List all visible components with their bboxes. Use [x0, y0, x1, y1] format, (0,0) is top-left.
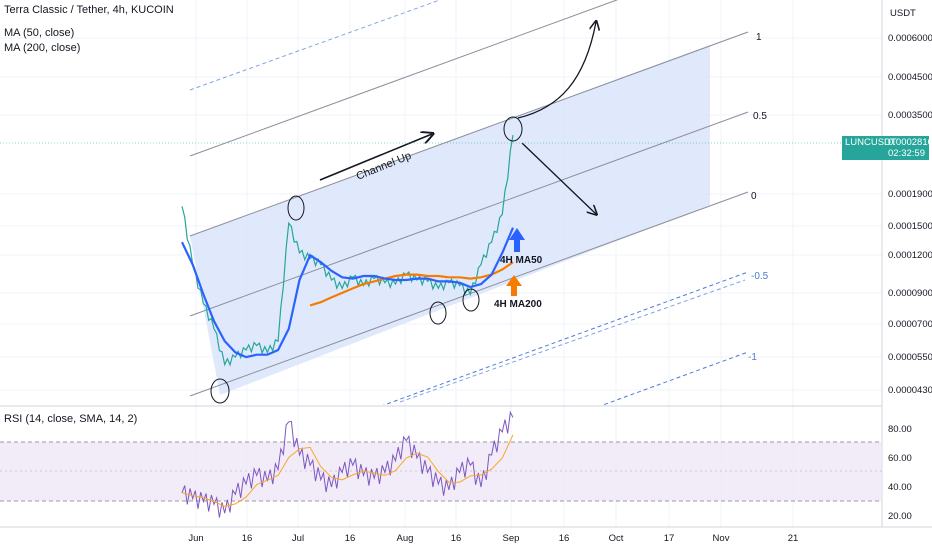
pivot-circle-low-aug [429, 301, 447, 325]
fib-channel-lines [189, 0, 749, 405]
fib-level-line [189, 191, 749, 397]
time-tick-label: Aug [397, 533, 414, 544]
channel-up-arrow [319, 134, 432, 181]
rsi-tick-label: 20.00 [888, 511, 912, 522]
time-tick-label: Jul [292, 533, 304, 544]
rsi-tick-label: 60.00 [888, 453, 912, 464]
fib-label-neg0.5: -0.5 [751, 271, 769, 282]
pivot-circle-low-jun [210, 378, 230, 404]
price-tag-price: 0.00028105 [888, 137, 932, 148]
time-tick-label: 16 [242, 533, 253, 544]
price-tag-countdown: 02:32:59 [888, 148, 925, 159]
time-tick-label: 21 [788, 533, 799, 544]
rsi-band-fill [0, 442, 882, 501]
ma200-line [309, 261, 514, 307]
time-tick-label: Nov [713, 533, 730, 544]
pivot-circles [210, 116, 523, 404]
fib-level-line [189, 31, 749, 237]
pivot-circle-top-sep [503, 116, 523, 142]
time-tick-label: Sep [503, 533, 520, 544]
price-tag-symbol: LUNCUSDT [845, 137, 897, 148]
fib-label-1: 1 [756, 32, 762, 43]
time-tick-label: Jun [188, 533, 203, 544]
time-tick-label: 16 [559, 533, 570, 544]
ma50-line [181, 227, 515, 359]
time-tick-label: 17 [664, 533, 675, 544]
pivot-circle-top-jul [287, 195, 305, 221]
price-axis-currency: USDT [890, 8, 916, 19]
legend-ma200: MA (200, close) [4, 42, 81, 54]
ma200-up-arrow [506, 275, 522, 296]
fib-level-line [382, 271, 749, 405]
fib-label-neg1: -1 [748, 352, 757, 363]
pivot-circle-low-aug2 [462, 288, 480, 312]
bearish-arrow [521, 142, 596, 214]
legend-ma50: MA (50, close) [4, 27, 75, 39]
time-tick-label: 16 [345, 533, 356, 544]
fib-level-line [189, 111, 749, 317]
fib-line-mid-upper [189, 0, 442, 91]
bullish-curve-arrow [517, 22, 596, 119]
fib-label-0.5: 0.5 [753, 111, 767, 122]
legend-rsi: RSI (14, close, SMA, 14, 2) [4, 413, 138, 425]
price-tick-label: 0.00004300 [888, 385, 932, 396]
fib-level-line [189, 0, 619, 157]
rsi-tick-label: 80.00 [888, 424, 912, 435]
legend-symbol: Terra Classic / Tether, 4h, KUCOIN [4, 4, 174, 16]
rsi-axis-ticks: 80.00 60.00 40.00 20.00 [888, 424, 912, 522]
fib-line-mid-lower [399, 279, 746, 403]
current-price-tag: LUNCUSDT 0.00028105 02:32:59 [842, 136, 932, 160]
time-tick-label: 16 [451, 533, 462, 544]
rsi-ma-line [181, 434, 514, 507]
ma50-up-arrow [509, 228, 525, 252]
ma200-label: 4H MA200 [494, 299, 542, 310]
time-tick-label: Oct [609, 533, 624, 544]
ma50-label: 4H MA50 [500, 255, 543, 266]
rsi-tick-label: 40.00 [888, 482, 912, 493]
channel-fill [190, 45, 710, 395]
fib-label-0: 0 [751, 191, 757, 202]
time-axis-ticks: Jun 16 Jul 16 Aug 16 Sep 16 Oct 17 Nov 21 [188, 533, 798, 544]
